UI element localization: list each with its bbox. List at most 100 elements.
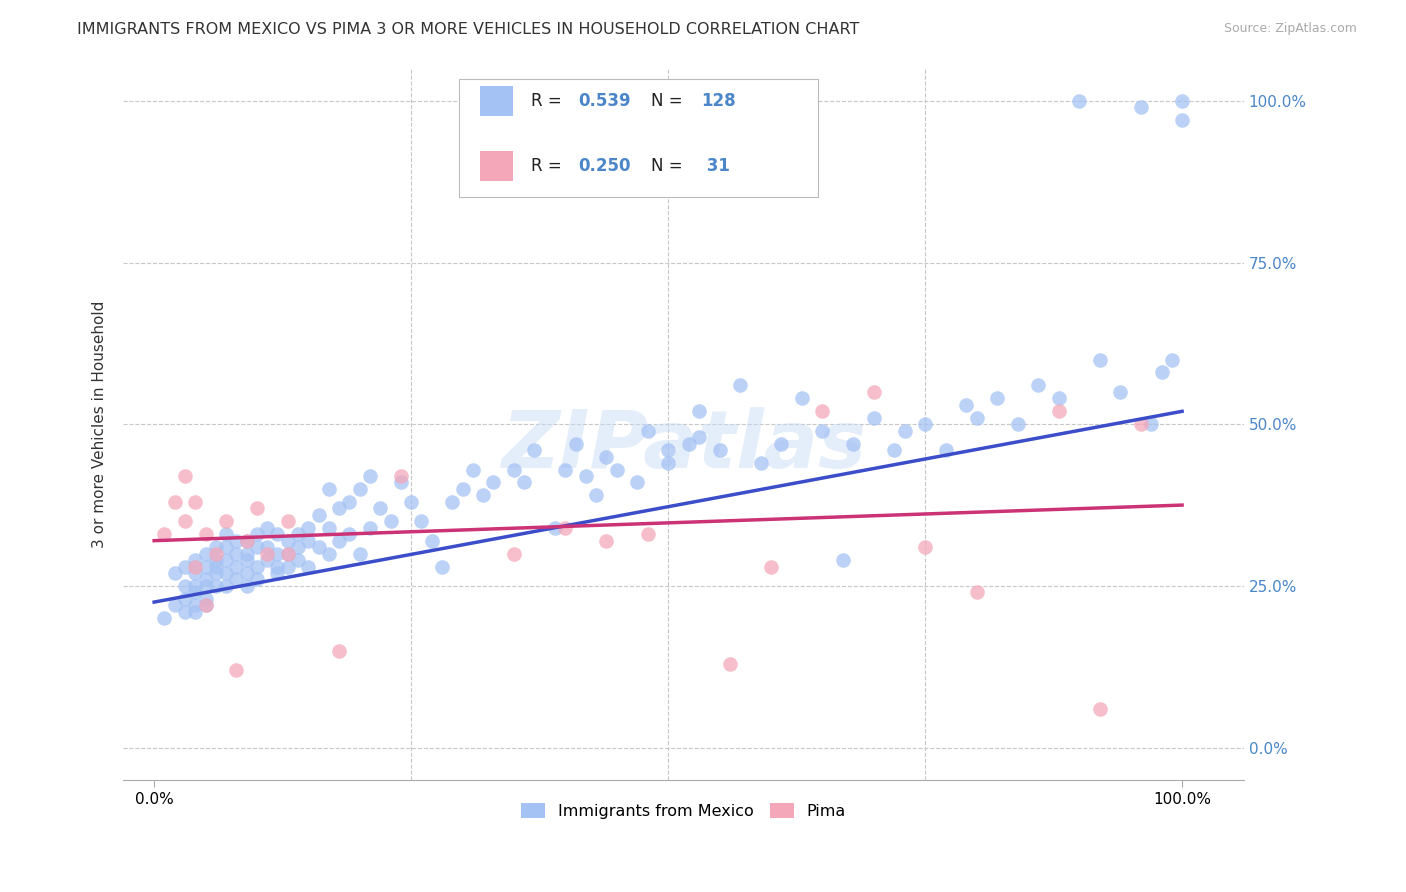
Point bbox=[523, 443, 546, 458]
Point bbox=[194, 599, 217, 613]
Point bbox=[235, 533, 257, 548]
Point bbox=[174, 559, 197, 574]
Point bbox=[297, 559, 319, 574]
Point bbox=[277, 533, 299, 548]
Text: R =: R = bbox=[531, 157, 567, 175]
Point bbox=[297, 521, 319, 535]
Point bbox=[862, 384, 884, 399]
Point bbox=[688, 430, 710, 444]
Point bbox=[420, 533, 443, 548]
Point bbox=[349, 547, 371, 561]
Point bbox=[461, 462, 484, 476]
Point bbox=[225, 559, 247, 574]
Point bbox=[266, 566, 288, 580]
Point bbox=[204, 540, 226, 554]
Point bbox=[657, 456, 679, 470]
Point bbox=[266, 527, 288, 541]
Point bbox=[184, 559, 207, 574]
Point bbox=[163, 599, 186, 613]
Text: R =: R = bbox=[531, 92, 567, 111]
Point bbox=[513, 475, 536, 490]
Point bbox=[297, 533, 319, 548]
Point bbox=[194, 591, 217, 606]
Point bbox=[184, 495, 207, 509]
Point bbox=[759, 559, 782, 574]
Text: ZIPatlas: ZIPatlas bbox=[501, 407, 866, 484]
Point bbox=[503, 547, 526, 561]
Point bbox=[256, 521, 278, 535]
Point bbox=[678, 436, 700, 450]
Point bbox=[411, 514, 433, 528]
Point bbox=[153, 527, 176, 541]
Point bbox=[966, 410, 988, 425]
Point bbox=[1109, 384, 1132, 399]
Point bbox=[184, 553, 207, 567]
Point bbox=[246, 573, 269, 587]
Text: N =: N = bbox=[651, 157, 688, 175]
Point bbox=[503, 462, 526, 476]
Point bbox=[1130, 417, 1153, 432]
Point bbox=[328, 533, 350, 548]
Point bbox=[811, 404, 834, 418]
Point bbox=[235, 566, 257, 580]
Point bbox=[430, 559, 453, 574]
Point bbox=[380, 514, 402, 528]
Point bbox=[174, 514, 197, 528]
Point bbox=[339, 495, 361, 509]
Point bbox=[811, 424, 834, 438]
Point bbox=[184, 605, 207, 619]
Point bbox=[277, 514, 299, 528]
Point bbox=[554, 462, 576, 476]
Point bbox=[1088, 352, 1111, 367]
Point bbox=[1047, 392, 1070, 406]
Point bbox=[163, 566, 186, 580]
Point bbox=[1007, 417, 1029, 432]
Point bbox=[842, 436, 865, 450]
Point bbox=[194, 527, 217, 541]
Point bbox=[575, 469, 598, 483]
Point bbox=[1026, 378, 1049, 392]
Point bbox=[194, 547, 217, 561]
Point bbox=[204, 547, 226, 561]
Point bbox=[389, 475, 412, 490]
Point bbox=[349, 482, 371, 496]
Point bbox=[585, 488, 607, 502]
Bar bbox=[479, 87, 513, 116]
Point bbox=[287, 540, 309, 554]
Point bbox=[1140, 417, 1163, 432]
Point bbox=[256, 553, 278, 567]
Point bbox=[718, 657, 741, 671]
Point bbox=[389, 469, 412, 483]
Point bbox=[225, 547, 247, 561]
Point bbox=[482, 475, 505, 490]
Point bbox=[277, 547, 299, 561]
Point bbox=[709, 443, 731, 458]
Point bbox=[966, 585, 988, 599]
Point bbox=[564, 436, 586, 450]
Point bbox=[235, 579, 257, 593]
Point bbox=[153, 611, 176, 625]
FancyBboxPatch shape bbox=[460, 79, 818, 196]
Point bbox=[318, 547, 340, 561]
Point bbox=[688, 404, 710, 418]
Point bbox=[287, 527, 309, 541]
Point bbox=[174, 591, 197, 606]
Point bbox=[215, 553, 238, 567]
Point bbox=[339, 527, 361, 541]
Point bbox=[637, 424, 659, 438]
Text: 128: 128 bbox=[702, 92, 737, 111]
Text: Source: ZipAtlas.com: Source: ZipAtlas.com bbox=[1223, 22, 1357, 36]
Point bbox=[626, 475, 648, 490]
Point bbox=[1047, 404, 1070, 418]
Point bbox=[256, 547, 278, 561]
Point bbox=[194, 559, 217, 574]
Point bbox=[862, 410, 884, 425]
Point bbox=[637, 527, 659, 541]
Point bbox=[184, 579, 207, 593]
Point bbox=[246, 540, 269, 554]
Point bbox=[893, 424, 915, 438]
Point bbox=[163, 495, 186, 509]
Point bbox=[914, 540, 936, 554]
Point bbox=[235, 547, 257, 561]
Text: 0.250: 0.250 bbox=[578, 157, 631, 175]
